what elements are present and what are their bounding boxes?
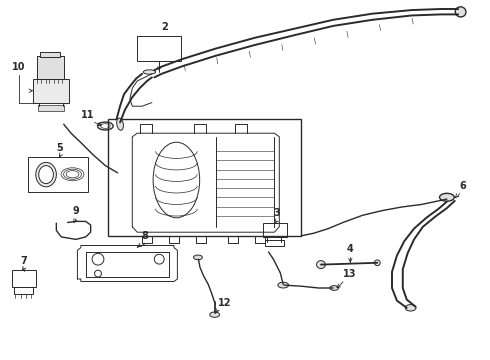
Bar — [37, 56, 64, 79]
Text: 7: 7 — [20, 256, 27, 266]
Bar — [14, 287, 33, 294]
Bar — [33, 79, 69, 103]
Text: 9: 9 — [73, 206, 79, 216]
Text: 3: 3 — [273, 208, 280, 218]
Bar — [38, 105, 64, 111]
Ellipse shape — [405, 305, 416, 311]
Ellipse shape — [36, 162, 56, 187]
Text: 11: 11 — [80, 110, 94, 120]
Ellipse shape — [210, 312, 220, 318]
Bar — [263, 223, 287, 237]
Text: 12: 12 — [218, 298, 232, 308]
Ellipse shape — [39, 166, 53, 184]
Circle shape — [154, 254, 164, 264]
Circle shape — [95, 270, 101, 277]
Bar — [108, 119, 301, 236]
Ellipse shape — [440, 193, 454, 201]
Circle shape — [92, 253, 104, 265]
Text: 13: 13 — [343, 269, 357, 279]
Bar — [265, 240, 284, 246]
Ellipse shape — [455, 7, 466, 17]
Bar — [40, 52, 60, 57]
Text: 8: 8 — [141, 231, 148, 241]
Ellipse shape — [374, 260, 380, 266]
Bar — [12, 270, 36, 287]
Ellipse shape — [143, 70, 156, 74]
Bar — [137, 36, 181, 61]
Ellipse shape — [194, 255, 202, 260]
Ellipse shape — [117, 118, 123, 130]
Ellipse shape — [330, 286, 339, 290]
Text: 10: 10 — [12, 62, 25, 72]
Text: 4: 4 — [347, 244, 354, 254]
Text: 2: 2 — [161, 22, 168, 32]
Ellipse shape — [317, 261, 325, 269]
Ellipse shape — [278, 282, 289, 288]
Bar — [28, 157, 88, 192]
Text: 6: 6 — [460, 181, 466, 191]
Text: 5: 5 — [56, 143, 63, 153]
